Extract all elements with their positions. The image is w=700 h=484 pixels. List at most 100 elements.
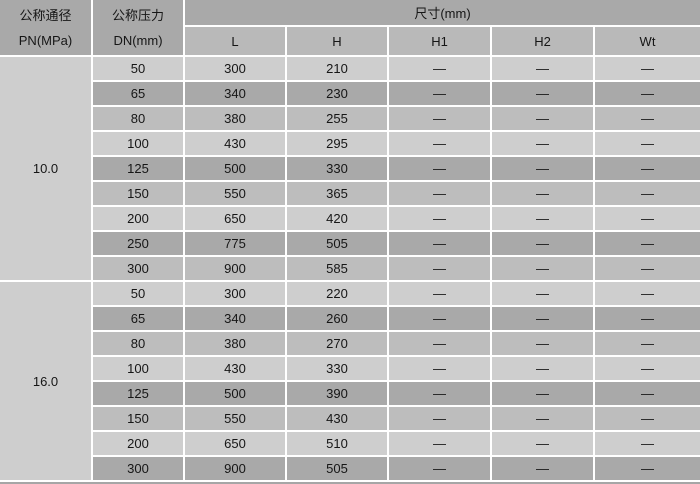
dim-cell-h1: — bbox=[389, 57, 492, 82]
dim-cell-h2: — bbox=[492, 57, 595, 82]
dim-cell-wt: — bbox=[595, 132, 700, 157]
dim-cell-l: 900 bbox=[185, 257, 287, 282]
dn-cell: 300 bbox=[93, 257, 185, 282]
dn-cell: 65 bbox=[93, 307, 185, 332]
dim-cell-h2: — bbox=[492, 232, 595, 257]
dim-cell-l: 300 bbox=[185, 57, 287, 82]
header-dn-label: 公称压力 bbox=[111, 7, 164, 23]
dim-cell-h: 390 bbox=[287, 382, 389, 407]
dim-cell-l: 650 bbox=[185, 432, 287, 457]
dim-cell-h2: — bbox=[492, 82, 595, 107]
table-row: 300 900 505— — — bbox=[0, 457, 700, 482]
table-row: 10.0 50 300 210— — — bbox=[0, 57, 700, 282]
dim-cell-wt: — bbox=[595, 307, 700, 332]
header-pn-label: 公称通径 bbox=[19, 7, 72, 23]
dim-cell-wt: — bbox=[595, 382, 700, 407]
table-row: 150 550 430— — — bbox=[0, 407, 700, 432]
dn-cell: 150 bbox=[93, 407, 185, 432]
dim-cell-h2: — bbox=[492, 132, 595, 157]
dn-cell: 80 bbox=[93, 107, 185, 132]
dim-cell-wt: — bbox=[595, 107, 700, 132]
dim-cell-h: 330 bbox=[287, 157, 389, 182]
table-row: 250 775 505— — — bbox=[0, 232, 700, 257]
dim-cell-h: 430 bbox=[287, 407, 389, 432]
dim-cell-wt: — bbox=[595, 457, 700, 482]
dim-cell-h: 230 bbox=[287, 82, 389, 107]
dim-cell-h2: — bbox=[492, 357, 595, 382]
dim-cell-h: 220 bbox=[287, 282, 389, 307]
subheader-h2: H2 bbox=[492, 27, 595, 57]
dim-cell-h1: — bbox=[389, 432, 492, 457]
dim-cell-wt: — bbox=[595, 432, 700, 457]
dim-cell-wt: — bbox=[595, 357, 700, 382]
dim-cell-h1: — bbox=[389, 132, 492, 157]
table-row: 80 380 255— — — bbox=[0, 107, 700, 132]
dn-cell: 50 bbox=[93, 282, 185, 307]
dim-cell-l: 340 bbox=[185, 307, 287, 332]
dim-cell-wt: — bbox=[595, 57, 700, 82]
table-row: 200 650 510— — — bbox=[0, 432, 700, 457]
subheader-h: H bbox=[287, 27, 389, 57]
dim-cell-wt: — bbox=[595, 82, 700, 107]
dn-cell: 250 bbox=[93, 232, 185, 257]
subheader-wt: Wt bbox=[595, 27, 700, 57]
dim-cell-wt: — bbox=[595, 157, 700, 182]
dim-cell-h2: — bbox=[492, 332, 595, 357]
dim-cell-h: 505 bbox=[287, 457, 389, 482]
dim-cell-wt: — bbox=[595, 332, 700, 357]
header-row-top: 公称通径 PN(MPa) 公称压力 DN(mm) 尺寸(mm) bbox=[0, 0, 700, 57]
dim-cell-h: 255 bbox=[287, 107, 389, 132]
dim-cell-l: 500 bbox=[185, 382, 287, 407]
dn-cell: 200 bbox=[93, 207, 185, 232]
dim-cell-l: 380 bbox=[185, 332, 287, 357]
dim-cell-h1: — bbox=[389, 282, 492, 307]
dim-cell-h1: — bbox=[389, 407, 492, 432]
pn-group-cell: 10.0 bbox=[0, 57, 93, 282]
dim-cell-wt: — bbox=[595, 282, 700, 307]
dn-cell: 125 bbox=[93, 157, 185, 182]
header-pn-unit: PN(MPa) bbox=[18, 32, 73, 48]
dim-cell-h: 420 bbox=[287, 207, 389, 232]
dim-cell-wt: — bbox=[595, 232, 700, 257]
dim-cell-l: 380 bbox=[185, 107, 287, 132]
dim-cell-h1: — bbox=[389, 107, 492, 132]
dim-cell-l: 500 bbox=[185, 157, 287, 182]
table-row: 65 340 230— — — bbox=[0, 82, 700, 107]
table-row: 65 340 260— — — bbox=[0, 307, 700, 332]
table-row: 150 550 365— — — bbox=[0, 182, 700, 207]
dim-cell-h: 585 bbox=[287, 257, 389, 282]
table-row: 125 500 390— — — bbox=[0, 382, 700, 407]
dim-cell-h1: — bbox=[389, 332, 492, 357]
dim-cell-l: 340 bbox=[185, 82, 287, 107]
dim-cell-h2: — bbox=[492, 157, 595, 182]
dn-cell: 50 bbox=[93, 57, 185, 82]
dim-cell-l: 775 bbox=[185, 232, 287, 257]
dim-cell-wt: — bbox=[595, 257, 700, 282]
header-dn-unit: DN(mm) bbox=[113, 32, 163, 48]
dim-cell-h1: — bbox=[389, 382, 492, 407]
dim-cell-l: 900 bbox=[185, 457, 287, 482]
dim-cell-h: 365 bbox=[287, 182, 389, 207]
header-cell-pn: 公称通径 PN(MPa) bbox=[0, 0, 93, 57]
subheader-h1: H1 bbox=[389, 27, 492, 57]
dim-cell-h: 270 bbox=[287, 332, 389, 357]
table-row: 100 430 295— — — bbox=[0, 132, 700, 157]
dn-cell: 65 bbox=[93, 82, 185, 107]
pn-group-cell: 16.0 bbox=[0, 282, 93, 482]
table-row: 125 500 330— — — bbox=[0, 157, 700, 182]
dim-cell-h2: — bbox=[492, 182, 595, 207]
dim-cell-h1: — bbox=[389, 457, 492, 482]
dim-cell-h: 260 bbox=[287, 307, 389, 332]
header-cell-dimensions: 尺寸(mm) bbox=[185, 0, 700, 27]
dim-cell-l: 650 bbox=[185, 207, 287, 232]
dim-cell-h2: — bbox=[492, 282, 595, 307]
dn-cell: 100 bbox=[93, 357, 185, 382]
dim-cell-wt: — bbox=[595, 407, 700, 432]
dn-cell: 200 bbox=[93, 432, 185, 457]
dn-cell: 300 bbox=[93, 457, 185, 482]
dim-cell-wt: — bbox=[595, 182, 700, 207]
dim-cell-h2: — bbox=[492, 457, 595, 482]
dn-cell: 125 bbox=[93, 382, 185, 407]
dim-cell-wt: — bbox=[595, 207, 700, 232]
